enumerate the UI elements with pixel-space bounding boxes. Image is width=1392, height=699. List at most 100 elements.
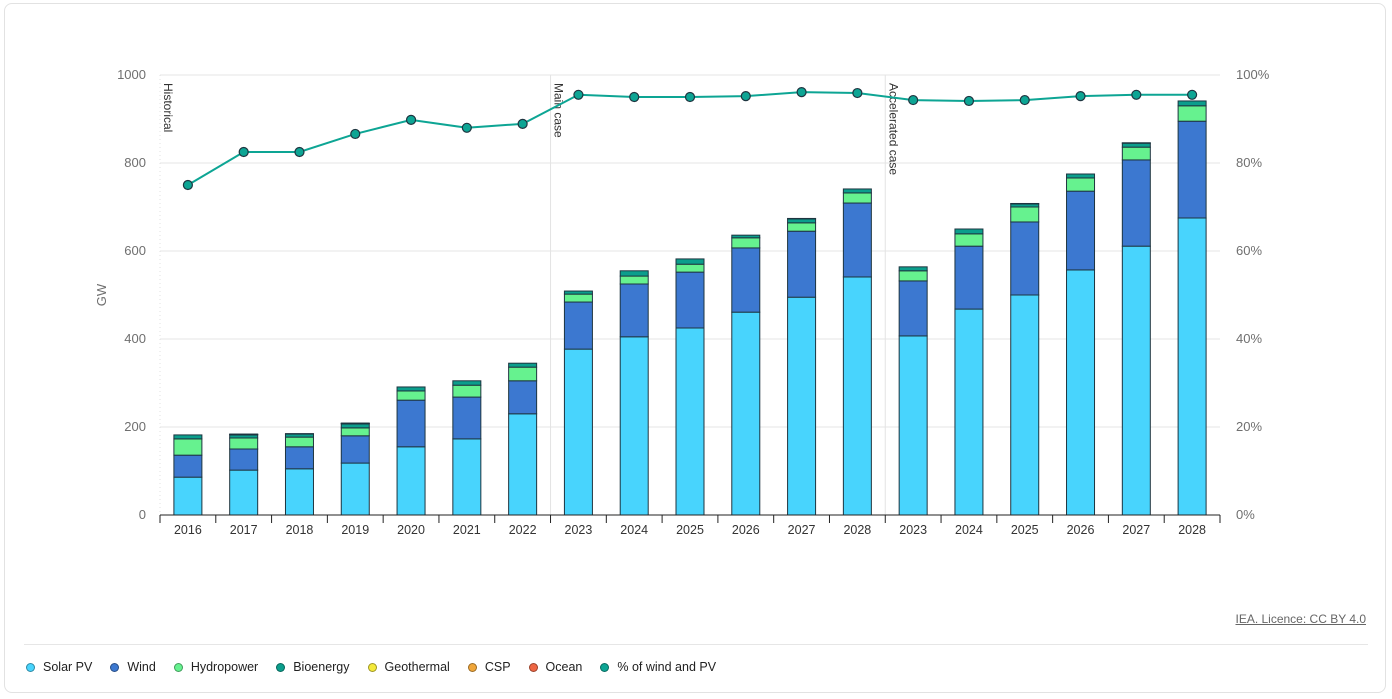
y-tick-label: 600 bbox=[124, 243, 146, 258]
bar-segment-bioenergy bbox=[954, 228, 984, 235]
bar-segment-hydropower bbox=[1121, 146, 1151, 161]
legend: Solar PV Wind Hydropower Bioenergy Geotherma… bbox=[26, 660, 734, 674]
y-tick-label: 800 bbox=[124, 155, 146, 170]
legend-label: Hydropower bbox=[190, 660, 259, 674]
legend-item-wind[interactable]: Wind bbox=[110, 660, 156, 674]
legend-item-csp[interactable]: CSP bbox=[467, 660, 511, 674]
bar-segment-hydropower bbox=[563, 293, 593, 303]
legend-divider bbox=[24, 644, 1368, 645]
legend-label: Bioenergy bbox=[293, 660, 350, 674]
bar-segment-bioenergy bbox=[396, 386, 426, 392]
legend-swatch-icon bbox=[528, 662, 538, 672]
bar-segment-bioenergy bbox=[173, 434, 203, 440]
share-line-path bbox=[187, 91, 1193, 186]
bar-segment-solar-pv bbox=[898, 335, 928, 516]
bar-segment-hydropower bbox=[1177, 105, 1207, 122]
bar-segment-wind bbox=[508, 380, 538, 415]
bar-segment-solar-pv bbox=[284, 468, 314, 516]
bar-segment-wind bbox=[619, 283, 649, 338]
share-line-point bbox=[629, 91, 640, 103]
bar-segment-wind bbox=[563, 301, 593, 350]
legend-swatch-icon bbox=[276, 662, 286, 672]
x-tick-label: 2016 bbox=[174, 523, 202, 537]
bar-stack bbox=[229, 433, 259, 516]
bar-segment-bioenergy bbox=[340, 423, 370, 429]
share-line-point bbox=[350, 128, 361, 140]
bar-stack bbox=[340, 422, 370, 516]
bar-segment-solar-pv bbox=[340, 462, 370, 516]
y2-tick-label: 80% bbox=[1236, 155, 1262, 170]
bar-segment-solar-pv bbox=[563, 348, 593, 516]
share-line-point bbox=[908, 94, 919, 106]
bar-segment-solar-pv bbox=[1121, 245, 1151, 516]
bar-segment-hydropower bbox=[396, 390, 426, 401]
x-tick-label: 2025 bbox=[676, 523, 704, 537]
legend-item-hydropower[interactable]: Hydropower bbox=[173, 660, 259, 674]
bar-segment-wind bbox=[1177, 120, 1207, 219]
bar-segment-solar-pv bbox=[1066, 269, 1096, 516]
bar-stack bbox=[563, 290, 593, 516]
bar-segment-wind bbox=[787, 230, 817, 298]
bar-segment-bioenergy bbox=[1121, 142, 1151, 148]
bar-segment-hydropower bbox=[787, 222, 817, 232]
bar-stack bbox=[452, 380, 482, 516]
y2-tick-label: 100% bbox=[1236, 67, 1270, 82]
bar-segment-solar-pv bbox=[787, 296, 817, 516]
legend-item-of-wind-and-pv[interactable]: % of wind and PV bbox=[600, 660, 716, 674]
bar-segment-hydropower bbox=[1010, 206, 1040, 223]
share-line-point bbox=[963, 95, 975, 107]
y2-tick-label: 20% bbox=[1236, 419, 1262, 434]
share-line-point bbox=[182, 179, 193, 191]
bar-segment-solar-pv bbox=[173, 476, 203, 516]
bar-stack bbox=[954, 228, 984, 516]
bar-segment-wind bbox=[396, 399, 426, 448]
bar-segment-solar-pv bbox=[954, 308, 984, 516]
x-axis: 2016 2017 2018 2019 2020 2021 2022 2023 2024 2025… bbox=[159, 514, 1221, 537]
share-line-point bbox=[405, 114, 417, 125]
y2-tick-label: 0% bbox=[1236, 507, 1255, 522]
bar-segment-solar-pv bbox=[619, 336, 649, 516]
bar-stack bbox=[1121, 142, 1151, 516]
bar-segment-solar-pv bbox=[396, 446, 426, 516]
bar-segment-solar-pv bbox=[675, 327, 705, 516]
source-licence-link[interactable]: IEA. Licence: CC BY 4.0 bbox=[1235, 612, 1366, 626]
share-line-point bbox=[294, 146, 305, 158]
bar-segment-hydropower bbox=[452, 384, 482, 398]
x-tick-label: 2026 bbox=[732, 523, 760, 537]
bar-segment-bioenergy bbox=[731, 234, 761, 239]
y-tick-label: 0 bbox=[139, 507, 146, 522]
y-axis-left: 0 200 400 600 800 1000 bbox=[117, 67, 146, 522]
legend-item-ocean[interactable]: Ocean bbox=[528, 660, 582, 674]
bar-stack bbox=[396, 386, 426, 516]
bar-segment-bioenergy bbox=[1066, 173, 1096, 179]
x-tick-label: 2020 bbox=[397, 523, 425, 537]
bar-stack bbox=[1010, 202, 1040, 516]
share-line-point bbox=[684, 91, 696, 103]
bar-stack bbox=[787, 217, 817, 516]
bar-segment-bioenergy bbox=[452, 380, 482, 386]
bar-segment-hydropower bbox=[508, 366, 538, 382]
bar-segment-hydropower bbox=[229, 437, 259, 450]
share-line-point bbox=[740, 91, 751, 102]
bar-segment-wind bbox=[954, 245, 984, 310]
y-axis-title: GW bbox=[94, 283, 109, 306]
bar-segment-solar-pv bbox=[731, 311, 761, 516]
legend-label: Wind bbox=[127, 660, 156, 674]
x-tick-label: 2024 bbox=[955, 523, 983, 537]
x-tick-label: 2017 bbox=[230, 523, 258, 537]
legend-item-solar-pv[interactable]: Solar PV bbox=[26, 660, 92, 674]
legend-item-geothermal[interactable]: Geothermal bbox=[367, 660, 450, 674]
bar-segment-hydropower bbox=[675, 263, 705, 273]
x-tick-label: 2028 bbox=[1178, 523, 1206, 537]
bar-segment-wind bbox=[340, 435, 370, 464]
legend-label: Geothermal bbox=[384, 660, 450, 674]
bar-segment-hydropower bbox=[284, 436, 314, 448]
share-line-point bbox=[852, 87, 863, 99]
bar-segment-wind bbox=[173, 454, 203, 478]
x-tick-label: 2021 bbox=[453, 523, 481, 537]
bars bbox=[173, 100, 1207, 516]
legend-item-bioenergy[interactable]: Bioenergy bbox=[276, 660, 350, 674]
bar-stack bbox=[619, 270, 649, 516]
y-tick-label: 1000 bbox=[117, 67, 146, 82]
legend-label: % of wind and PV bbox=[617, 660, 717, 674]
